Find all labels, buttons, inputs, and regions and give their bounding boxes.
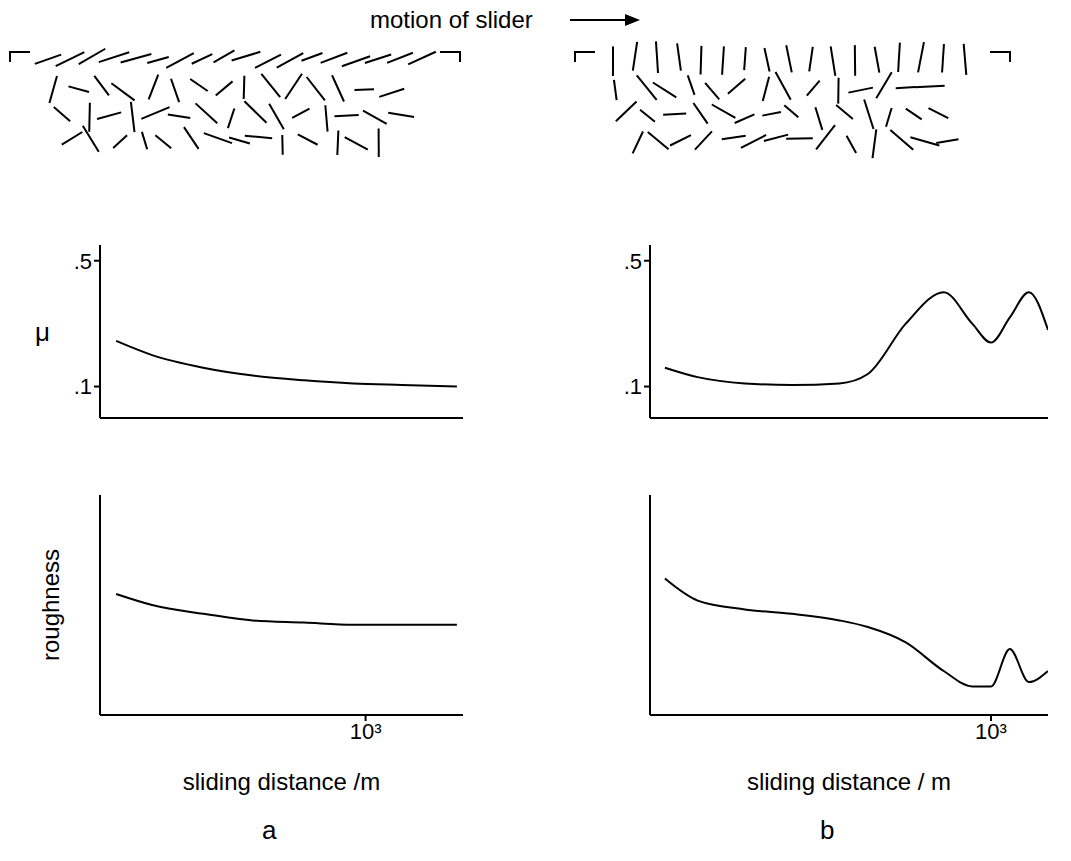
svg-text:.1: .1 — [624, 374, 642, 399]
svg-text:10³: 10³ — [350, 719, 382, 744]
svg-text:.1: .1 — [74, 374, 92, 399]
svg-text:.5: .5 — [74, 249, 92, 274]
svg-text:roughness: roughness — [37, 549, 64, 661]
svg-text:motion of slider: motion of slider — [370, 6, 533, 33]
svg-text:sliding distance /m: sliding distance /m — [183, 768, 380, 795]
svg-text:sliding distance / m: sliding distance / m — [747, 768, 951, 795]
svg-text:.5: .5 — [624, 249, 642, 274]
html-text:a: a — [262, 815, 277, 845]
html-text:b: b — [820, 815, 835, 845]
svg-text:μ: μ — [35, 317, 50, 347]
svg-text:10³: 10³ — [975, 719, 1007, 744]
